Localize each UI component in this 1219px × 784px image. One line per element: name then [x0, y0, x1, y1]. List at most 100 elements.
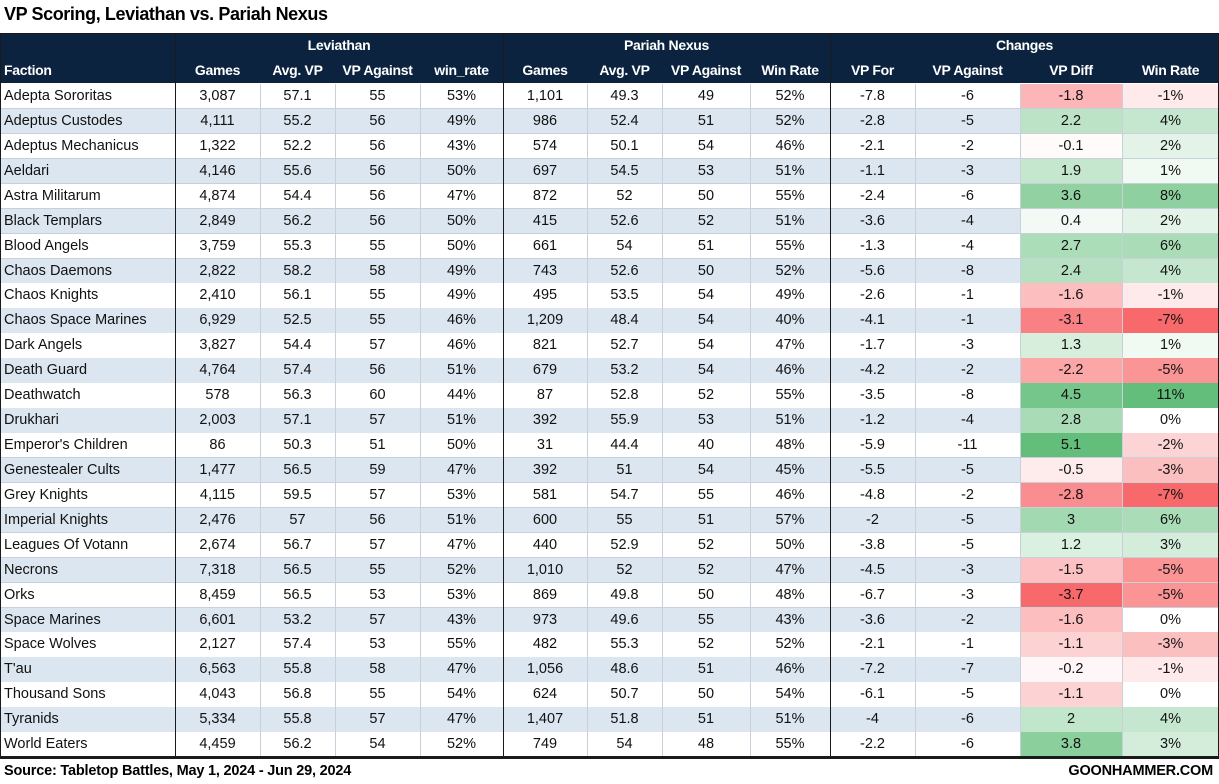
faction-name: Blood Angels — [4, 237, 89, 254]
table-cell: 482 — [532, 636, 558, 653]
table-cell: 3.6 — [1020, 183, 1122, 209]
table-cell: 51% — [775, 412, 805, 429]
table-cell: 2,410 — [199, 287, 236, 304]
table-cell: 2,674 — [199, 536, 236, 553]
table-cell: 2,822 — [199, 262, 236, 279]
table-cell: 55% — [775, 387, 805, 404]
table-cell: -1.1 — [1020, 682, 1122, 708]
table-cell: 52 — [616, 561, 633, 578]
table-cell: 624 — [532, 686, 558, 703]
table-cell: 40 — [697, 437, 715, 454]
table-cell: 973 — [532, 611, 558, 628]
table-cell: -1.7 — [860, 337, 885, 354]
table-cell: -3.6 — [860, 212, 885, 229]
table-cell: 58 — [369, 262, 386, 279]
column-divider — [502, 33, 504, 758]
table-cell: 59 — [369, 461, 386, 478]
table-cell: 53% — [446, 486, 477, 503]
table-cell: -4.8 — [860, 486, 885, 503]
table-cell: 55% — [775, 237, 805, 254]
table-cell: 51 — [697, 112, 715, 129]
group-header: Changes — [995, 37, 1054, 53]
table-cell: 54 — [697, 461, 715, 478]
row-band — [0, 133, 1219, 159]
table-cell: 56.5 — [283, 461, 312, 478]
table-cell: 52.7 — [610, 337, 639, 354]
table-cell: 48.6 — [610, 661, 639, 678]
table-cell: 55.9 — [610, 412, 639, 429]
table-cell: 54 — [697, 362, 715, 379]
table-cell: -1.5 — [1020, 557, 1122, 583]
table-cell: 52.6 — [610, 262, 639, 279]
table-cell: 52.5 — [283, 312, 312, 329]
table-cell: 57 — [369, 711, 386, 728]
table-cell: 4% — [1122, 707, 1219, 733]
row-band — [0, 457, 1219, 483]
faction-name: T'au — [4, 661, 32, 678]
table-cell: 49.6 — [610, 611, 639, 628]
table-cell: -4 — [866, 711, 879, 728]
table-cell: 821 — [532, 337, 558, 354]
column-header: Avg. VP — [599, 62, 650, 78]
table-cell: 51% — [775, 212, 805, 229]
table-cell: -2.8 — [860, 112, 885, 129]
table-cell: 52 — [697, 636, 715, 653]
table-cell: -4.5 — [860, 561, 885, 578]
table-cell: -1.1 — [860, 162, 885, 179]
table-cell: 53% — [446, 586, 477, 603]
table-cell: 49.3 — [610, 88, 639, 104]
table-cell: 56.3 — [283, 387, 312, 404]
table-cell: 60 — [369, 387, 386, 404]
table-cell: 2% — [1122, 133, 1219, 159]
table-cell: 392 — [532, 461, 558, 478]
table-cell: 1.9 — [1020, 158, 1122, 184]
table-cell: 4,115 — [199, 486, 236, 503]
table-cell: 2,476 — [199, 511, 236, 528]
table-cell: 48% — [775, 437, 805, 454]
table-cell: -2 — [961, 137, 974, 154]
table-cell: 56.7 — [283, 536, 312, 553]
column-header: Faction — [4, 62, 52, 78]
table-cell: -4 — [961, 412, 974, 429]
table-cell: 48 — [697, 736, 715, 753]
row-band — [0, 333, 1219, 359]
row-band — [0, 158, 1219, 184]
row-band — [0, 482, 1219, 508]
table-cell: -5.5 — [860, 461, 885, 478]
table-cell: 53.2 — [283, 611, 312, 628]
table-cell: 56 — [369, 187, 386, 204]
faction-name: Space Marines — [4, 611, 101, 628]
table-cell: 54% — [775, 686, 805, 703]
table-cell: 1.3 — [1020, 333, 1122, 359]
table-cell: 52% — [446, 561, 477, 578]
table-cell: 57.4 — [283, 362, 312, 379]
table-cell: 56 — [369, 212, 386, 229]
table-cell: 44.4 — [610, 437, 639, 454]
table-cell: 49% — [446, 287, 477, 304]
table-cell: 55% — [775, 187, 805, 204]
table-cell: 44% — [446, 387, 477, 404]
table-cell: 53 — [697, 162, 715, 179]
table-cell: -2.2 — [860, 736, 885, 753]
table-cell: 2 — [1020, 707, 1122, 733]
table-cell: -2.2 — [1020, 358, 1122, 384]
table-cell: -7 — [961, 661, 974, 678]
table-cell: 55 — [369, 88, 386, 104]
table-cell: -0.5 — [1020, 457, 1122, 483]
table-cell: 869 — [532, 586, 558, 603]
table-cell: 581 — [532, 486, 558, 503]
table-cell: 57 — [369, 486, 386, 503]
row-band — [0, 84, 1219, 109]
row-band — [0, 208, 1219, 234]
table-cell: -7% — [1122, 308, 1219, 334]
table-cell: 54.7 — [610, 486, 639, 503]
table-cell: 56 — [369, 137, 386, 154]
table-cell: 56.8 — [283, 686, 312, 703]
table-cell: 4,146 — [199, 162, 236, 179]
table-cell: 46% — [446, 337, 477, 354]
table-cell: 57.1 — [283, 412, 312, 429]
table-cell: -2 — [961, 611, 974, 628]
table-cell: 55 — [369, 287, 386, 304]
table-cell: -6 — [961, 711, 974, 728]
